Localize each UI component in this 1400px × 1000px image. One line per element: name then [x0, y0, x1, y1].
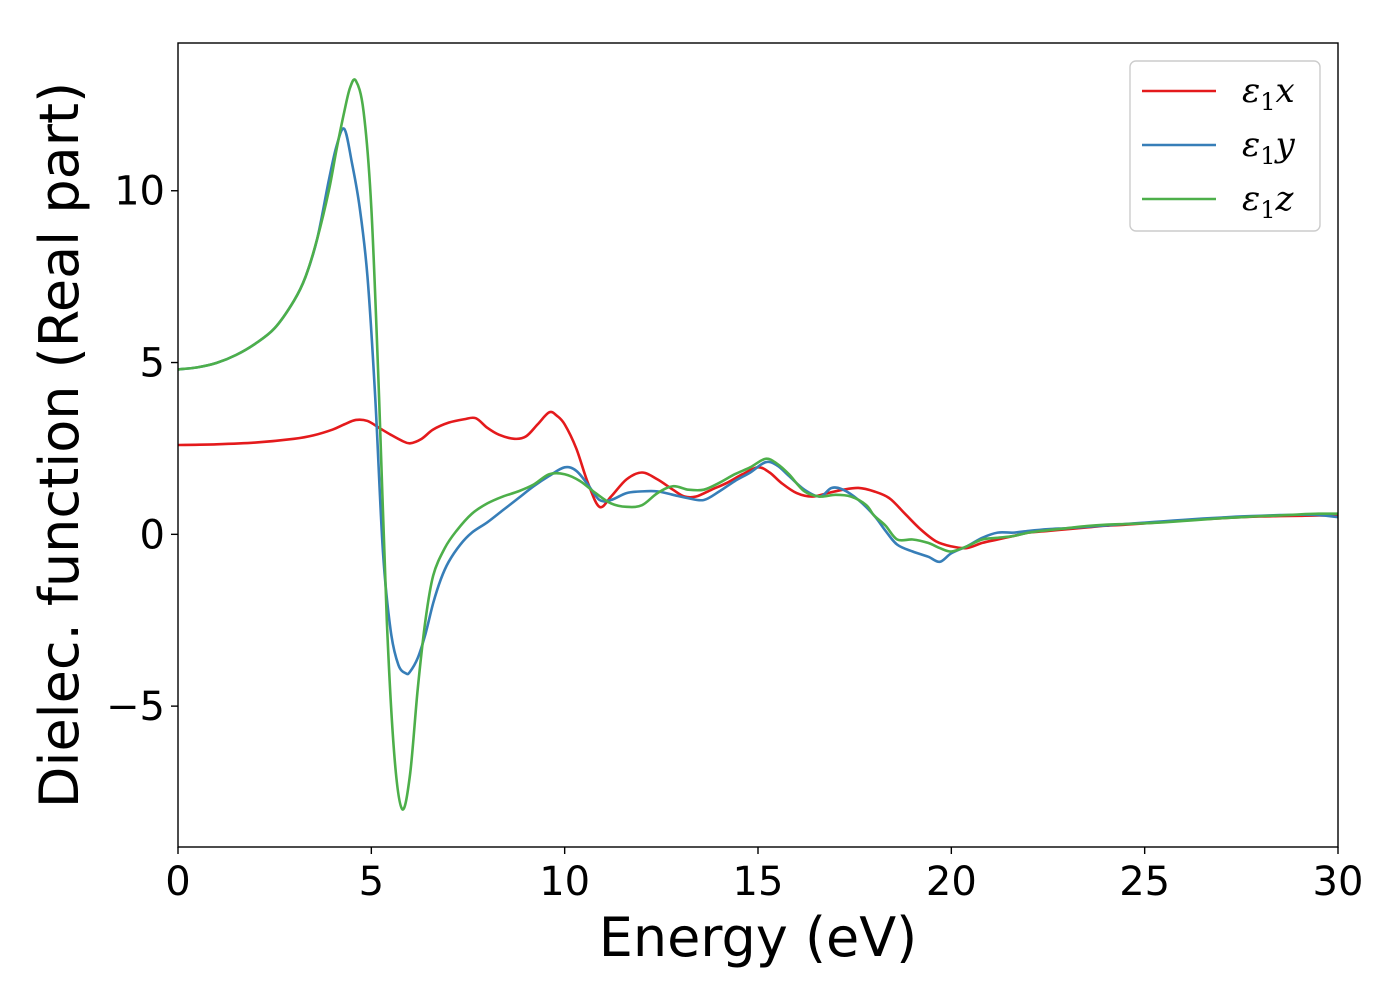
- x-tick-label: 5: [359, 859, 384, 905]
- y-axis-label: Dielec. function (Real part): [28, 82, 91, 808]
- x-tick-label: 25: [1119, 859, 1170, 905]
- y-tick-label: 10: [114, 169, 165, 215]
- x-axis-label: Energy (eV): [599, 906, 918, 969]
- legend-label-y: ε1y: [1242, 125, 1296, 170]
- series-layer: [178, 78, 1338, 811]
- x-tick-label: 10: [539, 859, 590, 905]
- x-tick-label: 30: [1313, 859, 1364, 905]
- y-tick-label: −5: [106, 684, 165, 730]
- x-tick-label: 0: [165, 859, 190, 905]
- legend: ε1x ε1y ε1z: [1129, 60, 1321, 232]
- y-tick-label: 0: [140, 512, 165, 558]
- x-tick-label: 20: [926, 859, 977, 905]
- ticks-layer: 0 5 10 15 20 25 30 −5 0 5 10: [106, 169, 1363, 905]
- legend-label-z: ε1z: [1242, 179, 1295, 224]
- legend-box: [1129, 60, 1321, 232]
- legend-label-x: ε1x: [1242, 71, 1295, 116]
- series-line-z: [178, 78, 1338, 811]
- x-tick-label: 15: [733, 859, 784, 905]
- legend-entries: ε1x ε1y ε1z: [1142, 71, 1296, 224]
- y-tick-label: 5: [140, 341, 165, 387]
